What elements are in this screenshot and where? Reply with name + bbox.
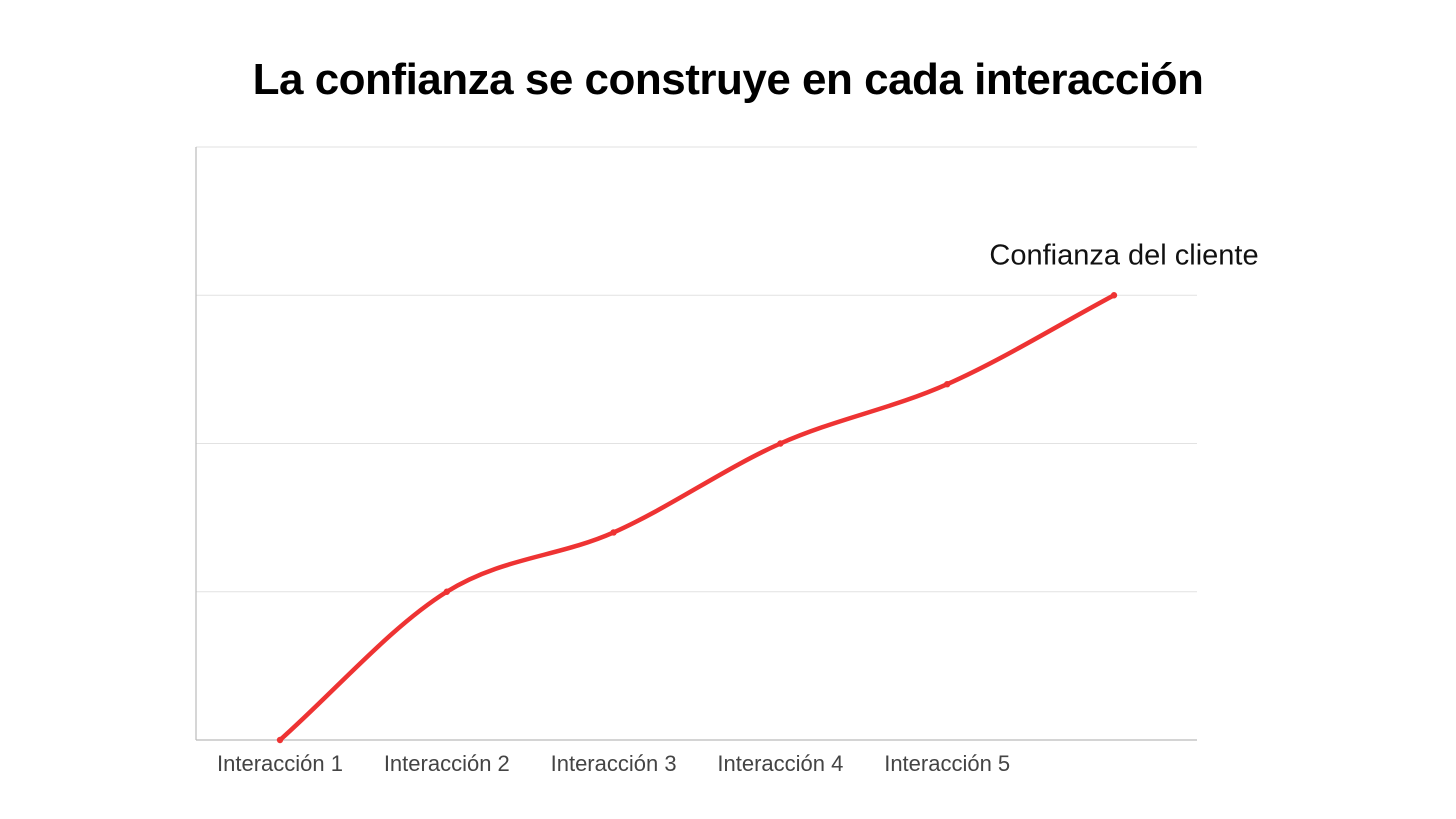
x-tick-label: Interacción 2 [384, 751, 510, 776]
x-tick-label: Interacción 1 [217, 751, 343, 776]
chart-axes [195, 147, 1197, 741]
x-tick-label: Interacción 4 [717, 751, 843, 776]
series-lines [276, 292, 1118, 744]
x-tick-label: Interacción 5 [884, 751, 1010, 776]
chart-title: La confianza se construye en cada intera… [252, 55, 1204, 104]
series-labels: Confianza del cliente [989, 239, 1258, 271]
x-axis-tick-labels: Interacción 1 Interacción 2 Interacción 3 I… [217, 751, 1010, 776]
x-tick-label: Interacción 3 [551, 751, 677, 776]
data-point [443, 588, 450, 595]
data-point [276, 736, 284, 744]
series-label: Confianza del cliente [989, 239, 1258, 271]
series-line [277, 293, 1117, 743]
data-point [610, 529, 617, 536]
data-point [944, 381, 951, 388]
data-point [777, 440, 784, 447]
grid-lines [196, 146, 1197, 593]
data-point [1110, 292, 1118, 299]
